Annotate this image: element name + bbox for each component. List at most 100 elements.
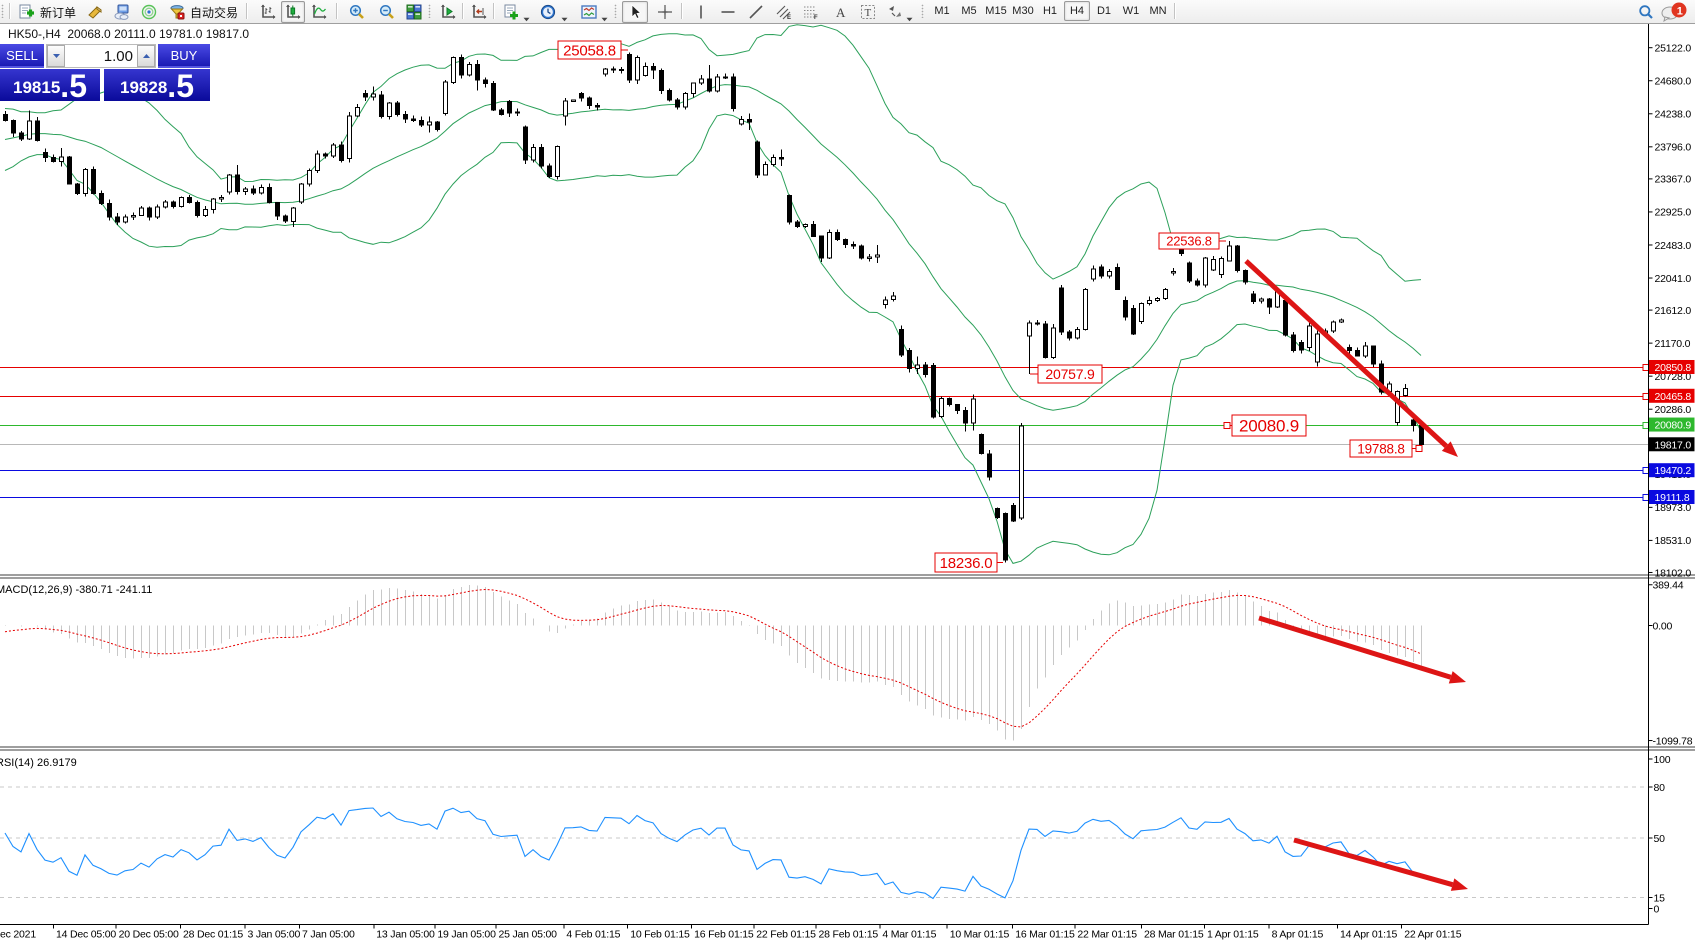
equidistant-channel-button[interactable]: E [771,1,797,23]
sell-button[interactable]: SELL [0,44,44,68]
timeframe-MN-button[interactable]: MN [1145,1,1171,21]
candle-body [1299,341,1304,351]
text-shape: E [787,15,791,20]
annotation-box[interactable] [1349,439,1413,458]
autotrading-label[interactable]: 自动交易 [190,6,239,20]
time-axis-label: 16 Feb 01:15 [694,929,754,941]
annotation-box[interactable] [1037,364,1103,384]
annotation-box[interactable] [934,552,998,573]
text-button[interactable]: A [828,1,854,23]
search-button[interactable] [1634,1,1658,23]
candle-body [75,183,80,195]
price-annotation[interactable]: 22536.8 [1158,232,1226,250]
volume-increase-button[interactable] [137,45,155,67]
vertical-line-icon [693,4,709,20]
candle-body [723,76,728,79]
line-handle[interactable] [1642,494,1649,501]
line-handle[interactable] [1642,393,1649,400]
market-cloud-icon [114,4,130,20]
candle-body [403,113,408,120]
text-label-button[interactable]: T [855,1,881,23]
timeframe-H1-button[interactable]: H1 [1037,1,1063,21]
timeframe-M1-button[interactable]: M1 [929,1,955,21]
annotation-handle [1223,422,1231,429]
candle-body [1187,262,1192,282]
price-annotation[interactable]: 20757.9 [1030,364,1103,384]
zoom-out-button[interactable] [374,1,400,23]
dropdown-arrow-icon[interactable] [601,9,608,27]
timeframe-M30-button[interactable]: M30 [1010,1,1036,21]
annotation-box[interactable] [557,40,622,60]
chart-line-button[interactable] [307,1,331,23]
chart-shift-button[interactable] [467,1,491,23]
buy-price[interactable]: 19828.5 [104,69,210,102]
price-annotation[interactable]: 20080.9 [1223,414,1307,437]
candle-body [283,215,288,222]
annotation-box[interactable] [1231,414,1307,437]
price-annotation[interactable]: 19788.8 [1349,439,1423,458]
new-chart-button[interactable] [500,1,522,23]
candle-body [1195,280,1200,286]
candle-body [835,232,840,241]
candle-body [1067,331,1072,339]
zoom-in-button[interactable] [344,1,370,23]
cursor-button[interactable] [622,1,648,23]
arrows-button[interactable] [883,1,907,23]
price-axis-label: 23367.0 [1655,174,1692,186]
timeframe-H4-button[interactable]: H4 [1064,1,1090,21]
crosshair-button[interactable] [652,1,678,23]
price-axis-label: 23796.0 [1655,142,1692,154]
line-handle[interactable] [1642,364,1649,371]
toolbar-separator [681,3,683,19]
chart-area[interactable]: 25058.8 22536.8 20757.9 20080.9 19788.8 18236… [0,24,1695,945]
timeframe-D1-button[interactable]: D1 [1091,1,1117,21]
new-order-button[interactable] [16,1,38,23]
candle-body [811,223,816,237]
timeframe-W1-button[interactable]: W1 [1118,1,1144,21]
timeframe-M15-button[interactable]: M15 [983,1,1009,21]
sell-price[interactable]: 19815.5 [0,69,100,102]
path-shape [583,7,595,12]
timeframe-M5-button[interactable]: M5 [956,1,982,21]
market-cloud-button[interactable] [111,1,133,23]
vertical-line-button[interactable] [688,1,714,23]
metaeditor-book-button[interactable] [84,1,106,23]
buy-button[interactable]: BUY [158,44,210,68]
period-clock-button[interactable] [537,1,559,23]
tile-windows-button[interactable] [402,1,426,23]
trend-arrow[interactable] [1244,259,1458,457]
line-handle[interactable] [1642,422,1649,429]
candle-body [947,398,952,405]
volume-decrease-button[interactable] [47,45,65,67]
annotation-box[interactable] [1158,232,1220,250]
level-price-box [1649,489,1695,504]
path-shape [523,17,530,22]
trend-line-button[interactable] [743,1,769,23]
line-handle[interactable] [1642,467,1649,474]
volume-input[interactable] [65,45,137,67]
dropdown-arrow-icon[interactable] [523,9,530,27]
price-annotation[interactable]: 18236.0 [934,552,1003,573]
trend-arrow[interactable] [1293,837,1468,891]
signals-radar-button[interactable] [138,1,160,23]
price-axis-label: 21612.0 [1655,305,1692,317]
chart-bars-button[interactable] [256,1,280,23]
candle-body [603,68,608,75]
horizontal-line-button[interactable] [715,1,741,23]
fibonacci-button[interactable]: F [798,1,824,23]
price-annotation[interactable]: 25058.8 [557,40,628,60]
dropdown-arrow-icon[interactable] [561,9,568,27]
indicator-list-button[interactable] [578,1,600,23]
dropdown-arrow-icon[interactable] [906,9,913,27]
trend-arrow[interactable] [1258,615,1466,684]
notifications-button[interactable]: 1 [1658,1,1692,23]
chart-canvas[interactable]: 25058.8 22536.8 20757.9 20080.9 19788.8 18236… [0,24,1695,941]
autotrading-funnel-button[interactable] [166,1,188,23]
zoom-out-icon [379,4,395,20]
candle-body [139,207,144,216]
auto-scroll-button[interactable] [436,1,460,23]
chart-line-icon [311,4,327,20]
new-order-label[interactable]: 新订单 [40,6,77,20]
chart-candles-button[interactable] [281,1,305,23]
text-icon: A [833,4,849,20]
